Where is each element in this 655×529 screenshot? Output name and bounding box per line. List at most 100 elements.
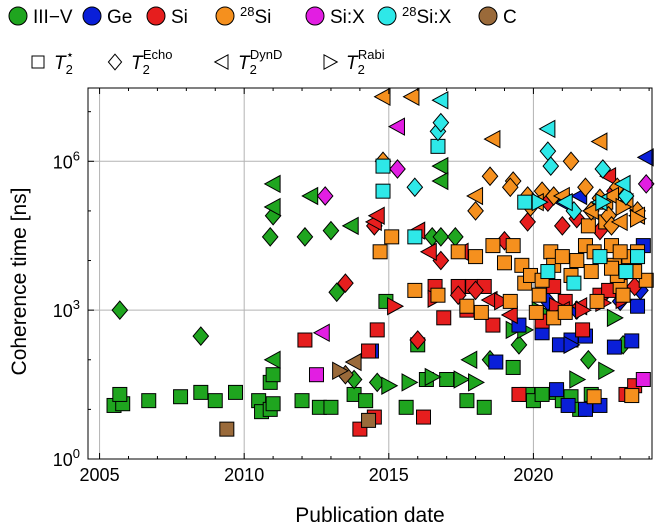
legend-dot-28si <box>215 6 235 26</box>
data-point <box>401 373 419 392</box>
data-point <box>483 129 501 149</box>
legend-item-si: Si <box>146 6 188 28</box>
data-point <box>473 304 489 320</box>
data-point <box>496 255 512 271</box>
gridlines <box>88 88 652 459</box>
legend-dot-28six <box>377 6 397 26</box>
data-point <box>590 132 608 151</box>
legend-symbol-triangle-left <box>213 53 229 71</box>
data-point <box>387 296 405 316</box>
legend-label: 28Si <box>240 4 271 28</box>
data-point <box>219 421 235 437</box>
data-point <box>557 304 573 320</box>
x-axis: 2005 2010 2015 2020 <box>80 88 650 485</box>
data-point <box>388 117 405 136</box>
data-point <box>534 386 550 402</box>
x-axis-title: Publication date <box>295 504 444 527</box>
legend-dot-c <box>478 6 498 26</box>
data-point <box>263 350 281 370</box>
data-point <box>553 215 571 236</box>
y-tick-label: 103 <box>53 297 80 321</box>
y-tick-label: 100 <box>53 446 80 470</box>
data-point <box>549 382 565 398</box>
data-point <box>261 226 279 247</box>
data-point <box>297 332 313 348</box>
data-point <box>112 386 128 402</box>
data-point <box>580 218 596 234</box>
legend-item-c: C <box>478 6 517 28</box>
legend-item-28si: 28Si <box>215 4 271 28</box>
data-point <box>519 212 536 232</box>
data-points <box>106 87 655 437</box>
data-point <box>436 310 452 326</box>
data-point <box>323 399 339 415</box>
data-point <box>638 272 654 288</box>
data-point <box>531 287 547 303</box>
data-point <box>560 397 576 413</box>
legend-dot-ge <box>82 6 102 26</box>
data-point <box>407 229 423 245</box>
data-point <box>439 372 455 388</box>
data-point <box>402 87 420 106</box>
data-point <box>569 370 587 389</box>
legend-dot-iii-v <box>8 6 28 26</box>
data-point <box>563 335 581 355</box>
legend-label: C <box>503 7 517 28</box>
data-point <box>501 177 519 198</box>
data-point <box>431 90 449 110</box>
data-point <box>373 87 391 106</box>
data-point <box>294 393 310 409</box>
data-point <box>566 275 582 291</box>
data-point <box>466 186 484 206</box>
data-point <box>594 159 612 179</box>
data-point <box>595 192 613 212</box>
data-point <box>505 238 521 254</box>
data-point <box>111 300 129 321</box>
data-point <box>265 396 281 412</box>
data-point <box>389 159 406 179</box>
data-point <box>485 317 501 333</box>
legend-item-t2dynd: T2DynD <box>213 47 282 77</box>
data-point <box>613 174 631 194</box>
data-point <box>316 186 334 206</box>
data-point <box>450 244 466 260</box>
measure-legend: T2⋆ T2Echo T2DynD T2Rabi <box>31 47 385 77</box>
legend-symbol-triangle-right <box>323 53 339 71</box>
data-point <box>322 220 340 241</box>
data-point <box>539 141 557 162</box>
data-point <box>419 242 437 262</box>
legend-item-iii-v: III−V <box>8 6 73 28</box>
data-point <box>312 323 330 343</box>
data-point <box>468 249 484 265</box>
data-point <box>598 361 616 381</box>
data-point <box>637 174 655 194</box>
data-point <box>369 322 385 338</box>
data-point <box>575 322 591 338</box>
data-point <box>517 194 533 210</box>
data-point <box>502 293 518 309</box>
data-point <box>263 197 281 217</box>
data-point <box>583 264 599 280</box>
data-point <box>407 282 423 298</box>
data-point <box>308 367 324 383</box>
data-point <box>612 244 628 260</box>
data-point <box>328 282 346 303</box>
data-point <box>406 177 424 198</box>
data-point <box>337 273 354 294</box>
legend-dot-si <box>146 6 166 26</box>
data-point <box>624 333 640 349</box>
data-point <box>505 359 521 375</box>
data-point <box>430 138 446 154</box>
data-point <box>358 393 374 409</box>
data-point <box>562 151 580 172</box>
data-point <box>476 399 492 415</box>
legend-label: T2⋆ <box>54 47 74 77</box>
legend-item-t2rabi: T2Rabi <box>323 47 385 77</box>
data-point <box>554 249 570 265</box>
data-point <box>618 264 634 280</box>
data-point <box>624 388 640 404</box>
data-point <box>375 183 391 199</box>
data-point <box>577 177 594 198</box>
legend-label: T2Echo <box>131 47 172 77</box>
data-point <box>431 171 449 191</box>
